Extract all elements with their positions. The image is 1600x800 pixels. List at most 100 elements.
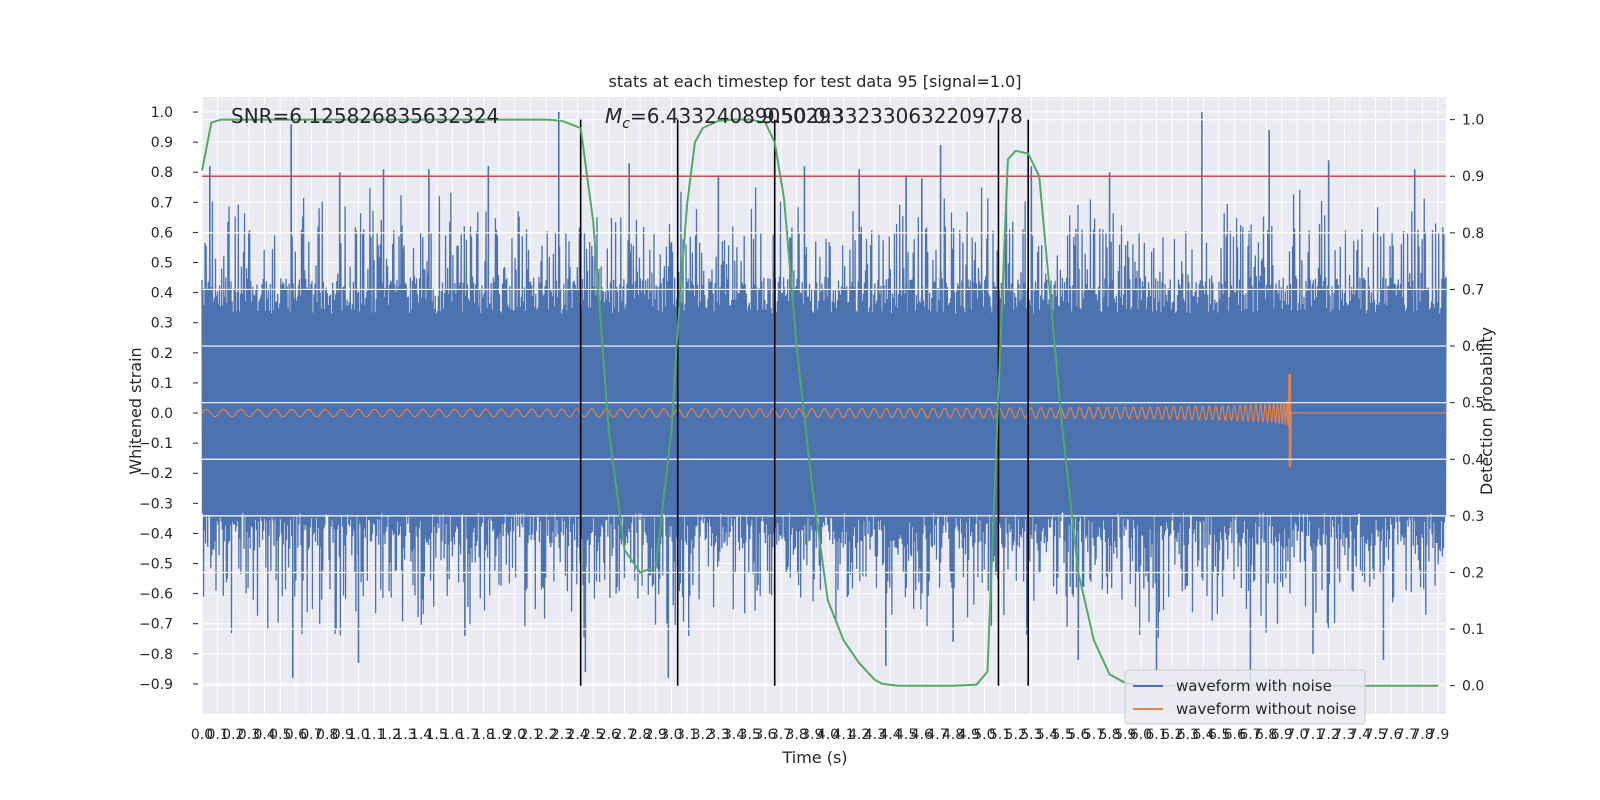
x-tick-label: 1.8 <box>473 727 495 743</box>
x-tick-label: 5.6 <box>1067 727 1089 743</box>
y-tick-label: 0.1 <box>151 376 173 392</box>
y2-tick-label: 0.5 <box>1462 396 1484 412</box>
y2-tick-label: 0.1 <box>1462 622 1484 638</box>
x-tick-label: 5.4 <box>1036 727 1058 743</box>
legend-box <box>1124 669 1366 725</box>
probability-line <box>201 118 1439 687</box>
x-tick-label: 4.4 <box>879 727 901 743</box>
y-tick-label: 0.9 <box>151 135 173 151</box>
y2-tick-label: 0.6 <box>1462 339 1484 355</box>
x-tick-label: 6.7 <box>1239 727 1261 743</box>
y-tick-label: −0.1 <box>139 436 173 452</box>
x-tick-label: 0.8 <box>316 727 338 743</box>
x-tick-label: 2.5 <box>582 727 604 743</box>
x-tick-label: 5.3 <box>1020 727 1042 743</box>
x-tick-label: 4.0 <box>817 727 839 743</box>
y-tick-label: −0.9 <box>139 677 173 693</box>
x-tick-label: 4.3 <box>864 727 886 743</box>
x-tick-label: 2.7 <box>613 727 635 743</box>
x-tick-label: 5.7 <box>1083 727 1105 743</box>
x-tick-label: 3.3 <box>707 727 729 743</box>
overlap-annotation: 9.50 0.332330632209778 <box>762 104 1023 128</box>
x-tick-label: 1.3 <box>394 727 416 743</box>
x-tick-label: 3.6 <box>754 727 776 743</box>
noise-waveform-line <box>201 187 1447 638</box>
x-tick-label: 0.1 <box>207 727 229 743</box>
x-tick-label: 6.3 <box>1177 727 1199 743</box>
y2-tick-label: 0.8 <box>1462 226 1484 242</box>
legend: waveform with noise waveform without noi… <box>1124 669 1366 725</box>
y-tick-label: −0.4 <box>139 526 173 542</box>
x-tick-label: 1.4 <box>410 727 432 743</box>
y-tick-label: 0.4 <box>151 286 173 302</box>
x-tick-label: 3.7 <box>770 727 792 743</box>
legend-label-clean: waveform without noise <box>1176 700 1356 718</box>
x-tick-label: 1.2 <box>379 727 401 743</box>
x-tick-label: 3.2 <box>692 727 714 743</box>
x-tick-label: 6.0 <box>1130 727 1152 743</box>
x-tick-label: 5.2 <box>1005 727 1027 743</box>
x-tick-label: 6.6 <box>1224 727 1246 743</box>
y2-tick-label: 0.7 <box>1462 282 1484 298</box>
x-tick-label: 3.9 <box>801 727 823 743</box>
chart-title: stats at each timestep for test data 95 … <box>609 72 1022 91</box>
x-tick-label: 0.4 <box>253 727 275 743</box>
x-tick-label: 7.9 <box>1427 727 1449 743</box>
x-tick-label: 5.0 <box>973 727 995 743</box>
y-tick-label: −0.5 <box>139 557 173 573</box>
chirp-mass-annotation: Mc=6.43324089050293 <box>605 104 844 132</box>
x-tick-label: 6.2 <box>1161 727 1183 743</box>
y-tick-label: −0.7 <box>139 617 173 633</box>
x-tick-label: 3.0 <box>660 727 682 743</box>
y2-tick-label: 0.9 <box>1462 169 1484 185</box>
snr-annotation: SNR=6.125826835632324 <box>231 104 499 128</box>
x-tick-label: 7.5 <box>1364 727 1386 743</box>
x-tick-label: 2.1 <box>519 727 541 743</box>
x-tick-label: 4.5 <box>895 727 917 743</box>
x-tick-label: 1.6 <box>441 727 463 743</box>
x-tick-label: 6.9 <box>1271 727 1293 743</box>
y2-tick-label: 0.0 <box>1462 679 1484 695</box>
x-tick-label: 6.5 <box>1208 727 1230 743</box>
x-tick-label: 0.5 <box>269 727 291 743</box>
x-tick-label: 5.8 <box>1098 727 1120 743</box>
x-tick-label: 3.4 <box>723 727 745 743</box>
x-tick-label: 6.4 <box>1192 727 1214 743</box>
x-tick-label: 3.5 <box>739 727 761 743</box>
y-tick-label: 0.6 <box>151 225 173 241</box>
x-tick-label: 4.7 <box>926 727 948 743</box>
y-tick-label: −0.6 <box>139 587 173 603</box>
y-tick-label: 0.5 <box>151 256 173 272</box>
x-tick-label: 7.6 <box>1380 727 1402 743</box>
x-tick-label: 7.2 <box>1318 727 1340 743</box>
x-tick-label: 5.5 <box>1051 727 1073 743</box>
y2-tick-label: 0.4 <box>1462 452 1484 468</box>
x-tick-label: 2.8 <box>629 727 651 743</box>
y-tick-label: 0.8 <box>151 165 173 181</box>
x-tick-label: 5.9 <box>1114 727 1136 743</box>
x-tick-label: 1.5 <box>426 727 448 743</box>
x-tick-label: 5.1 <box>989 727 1011 743</box>
x-tick-label: 7.1 <box>1302 727 1324 743</box>
x-tick-label: 7.8 <box>1411 727 1433 743</box>
x-tick-label: 7.3 <box>1333 727 1355 743</box>
clean-waveform-line <box>201 373 1446 468</box>
y-tick-label: −0.2 <box>139 466 173 482</box>
x-tick-label: 2.9 <box>645 727 667 743</box>
x-tick-label: 0.6 <box>285 727 307 743</box>
x-tick-label: 7.4 <box>1349 727 1371 743</box>
y-tick-label: 0.3 <box>151 316 173 332</box>
x-tick-label: 6.1 <box>1145 727 1167 743</box>
y-tick-label: 0.0 <box>151 406 173 422</box>
x-tick-label: 1.7 <box>457 727 479 743</box>
y-tick-label: 1.0 <box>151 105 173 121</box>
x-tick-label: 6.8 <box>1255 727 1277 743</box>
x-tick-label: 1.9 <box>488 727 510 743</box>
x-tick-label: 2.3 <box>551 727 573 743</box>
x-tick-label: 2.4 <box>566 727 588 743</box>
legend-label-noise: waveform with noise <box>1176 677 1332 695</box>
y2-tick-label: 0.3 <box>1462 509 1484 525</box>
y-tick-label: 0.7 <box>151 195 173 211</box>
x-tick-label: 0.7 <box>300 727 322 743</box>
